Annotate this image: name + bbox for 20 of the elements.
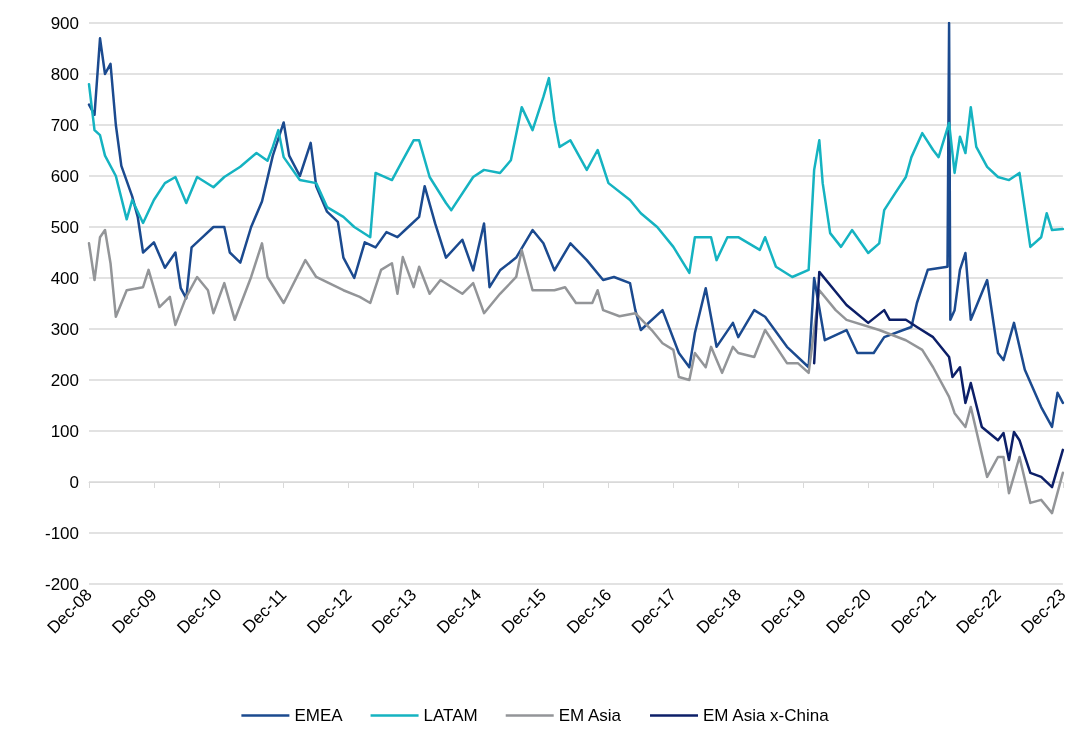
y-tick-label: 900: [50, 13, 79, 33]
legend-label: EM Asia x-China: [703, 706, 830, 725]
y-tick-label: -100: [44, 523, 79, 543]
y-tick-label: 100: [50, 421, 79, 441]
y-tick-label: 600: [50, 166, 79, 186]
line-series: [812, 270, 1065, 489]
legend-label: LATAM: [423, 706, 478, 725]
y-tick-label: 700: [50, 115, 79, 135]
line-series: [87, 76, 1065, 279]
y-tick-label: 0: [69, 472, 79, 492]
y-tick-label: 400: [50, 268, 79, 288]
y-tick-label: 300: [50, 319, 79, 339]
legend-label: EMEA: [294, 706, 344, 725]
y-tick-label: 200: [50, 370, 79, 390]
line-series: [87, 21, 1065, 429]
legend-label: EM Asia: [558, 706, 622, 725]
line-series: [87, 228, 1065, 515]
y-tick-label: 800: [50, 64, 79, 84]
y-tick-label: 500: [50, 217, 79, 237]
y-tick-label: -200: [44, 574, 79, 594]
